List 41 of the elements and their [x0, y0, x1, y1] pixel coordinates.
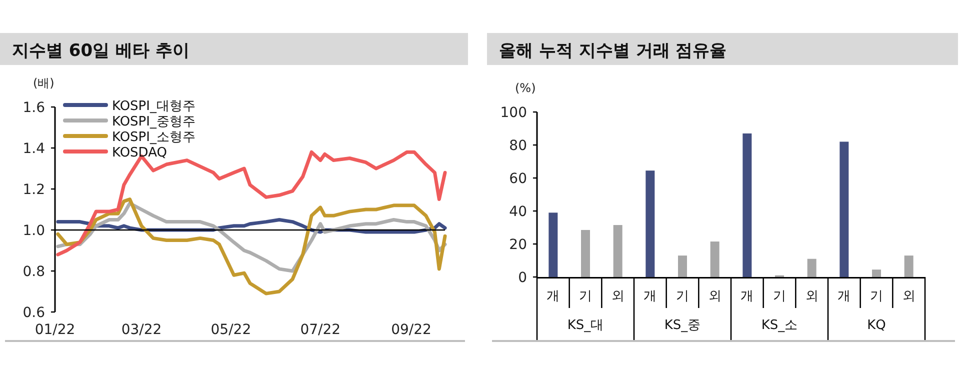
y-tick-label: 80 [509, 138, 527, 154]
text: KQ [867, 318, 886, 333]
x-tick-label: 개 [740, 289, 754, 304]
x-tick-label: 외 [708, 289, 722, 304]
x-tick-label: 기 [676, 289, 689, 304]
y-tick-label: 100 [500, 105, 527, 121]
legend-label: KOSPI_대형주 [112, 99, 196, 114]
y-tick-label: 1.4 [22, 141, 46, 157]
x-tick-label: 외 [902, 289, 916, 304]
x-tick-label: 기 [870, 289, 883, 304]
x-tick-label: 기 [579, 289, 592, 304]
text: KS_대 [567, 318, 604, 333]
x-tick-label: 외 [611, 289, 624, 304]
legend-label: KOSDAQ [112, 146, 167, 160]
x-tick-label: 01/22 [34, 322, 76, 338]
y-tick-label: 0.6 [22, 305, 46, 321]
x-tick-label: 05/22 [210, 322, 252, 338]
y-tick-label: 60 [509, 171, 527, 187]
legend-label: KOSPI_중형주 [112, 114, 196, 130]
legend-label: KOSPI_소형주 [112, 130, 196, 145]
y-axis-title: (%) [515, 81, 536, 95]
y-tick-label: 0 [518, 270, 527, 286]
x-tick-label: 개 [546, 289, 560, 304]
x-tick-label: 09/22 [391, 322, 432, 338]
y-tick-label: 0.8 [22, 264, 45, 280]
y-tick-label: 1.6 [22, 100, 46, 116]
x-tick-label: 07/22 [300, 322, 341, 338]
y-axis-title: (배) [33, 76, 54, 90]
y-tick-label: 20 [509, 237, 527, 253]
y-tick-label: 1.0 [22, 223, 45, 239]
y-tick-label: 40 [509, 204, 527, 220]
chart-title: 올해 누적 지수별 거래 점유율 [499, 41, 727, 61]
x-tick-label: 개 [644, 289, 657, 304]
x-tick-label: 외 [805, 289, 818, 304]
chart-title: 지수별 60일 베타 추이 [12, 41, 190, 61]
x-tick-label: 기 [773, 289, 786, 304]
x-tick-label: 03/22 [121, 322, 162, 338]
text: KS_중 [664, 318, 701, 333]
text: KS_소 [761, 318, 798, 333]
y-tick-label: 1.2 [22, 182, 45, 198]
x-tick-label: 개 [838, 289, 851, 304]
